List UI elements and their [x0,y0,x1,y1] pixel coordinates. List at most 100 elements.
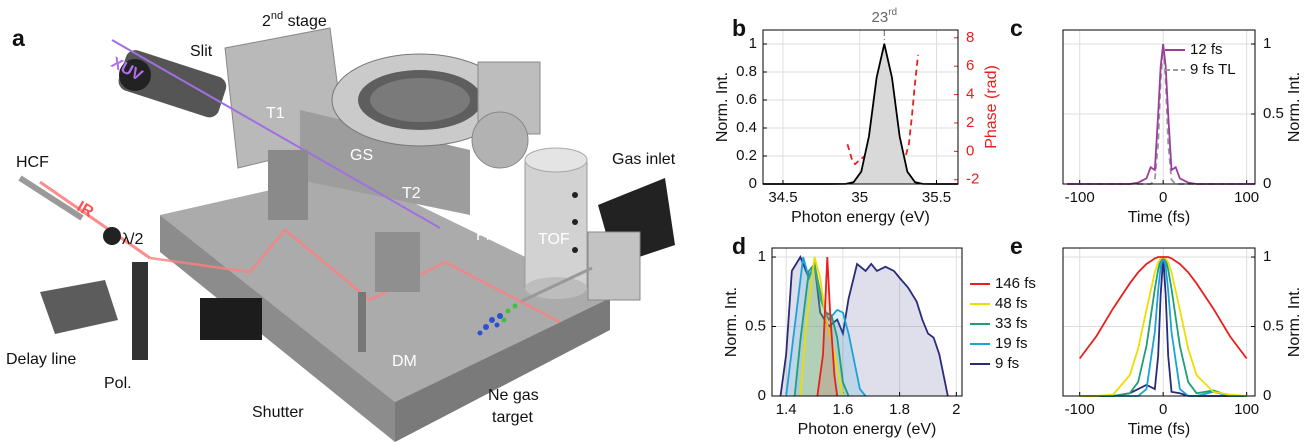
apparatus-labels: a 2nd stage Slit XUV T1 GS HCF IR λ/2 T2… [6,10,676,426]
shape [477,330,483,336]
y-tick-label: 1 [1263,35,1271,52]
shape [483,324,489,330]
stage-title: 2nd stage [262,10,327,30]
label: target [492,409,533,426]
x-axis-label: Photon energy (eV) [798,421,937,438]
shape [505,308,511,314]
plot-frame [762,29,959,185]
shape [519,266,593,304]
x-tick-label: 100 [1234,401,1259,418]
shape [358,292,366,352]
legend-label: 146 fs [995,275,1036,292]
y-tick-label: 0.5 [1263,105,1284,122]
shape [200,298,262,340]
y-tick-label: 0.5 [745,317,766,334]
label: Slit [190,43,213,60]
apparatus-photo [18,27,675,442]
label: HCF [16,154,49,171]
label: DM [392,353,417,370]
shape [587,231,641,301]
panel-letter: c [1010,15,1023,41]
annotation-part: 23 [872,9,889,26]
legend-label: 9 fs [995,355,1019,372]
y-axis-label: Norm. Int. [1286,72,1303,142]
y-tick-label: 0 [1263,175,1271,192]
x-tick-label: 1.8 [889,401,910,418]
y-axis-label: Norm. Int. [1286,287,1303,357]
title-sup: nd [271,10,283,22]
y-tick-label: 1 [1263,248,1271,265]
shape [39,180,151,260]
shape [40,280,118,334]
shape [300,110,470,215]
shape [160,215,395,442]
shape [494,322,500,328]
chart: d 1.4 1.6 1.8 2 0 0.5 1 Photon energy (eV) Norm. … [723,233,1036,438]
y2-tick-label: 4 [966,86,974,103]
plot-frame [1062,247,1256,397]
line [785,256,867,397]
x-tick-label: 100 [1234,189,1259,206]
y-tick-label: 1 [758,248,766,265]
panel-letter: b [732,15,746,41]
y2-tick-label: -2 [966,171,979,188]
legend-label: 19 fs [995,335,1028,352]
label: Gas inlet [612,151,676,168]
panel-letter: e [1010,233,1023,259]
shape [572,192,578,198]
shape [572,247,578,253]
shape [268,150,308,220]
y-axis-label: Norm. Int. [723,287,740,357]
line [816,256,839,397]
shape [149,228,561,324]
label: Shutter [252,404,304,421]
x-tick-label: -100 [1065,401,1095,418]
line [1078,256,1248,360]
y-tick-label: 0.4 [736,119,757,136]
shape [132,262,148,360]
y2-tick-label: 6 [966,57,974,74]
shape [497,313,503,319]
label: GS [350,147,373,164]
y-tick-label: 0.8 [736,63,757,80]
y-tick-label: 0.5 [1263,317,1284,334]
y-tick-label: 0.2 [736,147,757,164]
x-tick-label: -100 [1065,189,1095,206]
shape [572,219,578,225]
x-tick-label: 0 [1159,189,1167,206]
shape [489,317,495,323]
annotation-sup: rd [888,7,897,18]
shape [395,298,610,442]
x-axis-label: Time (fs) [1128,209,1191,226]
panel-letter: a [12,25,25,51]
legend-label: 12 fs [1190,41,1223,58]
label: FM [476,227,499,244]
x-tick-label: 34.5 [768,189,797,206]
legend-label: 48 fs [995,295,1028,312]
y-axis-label: Norm. Int. [714,72,731,142]
line [763,43,958,185]
title-part: stage [283,13,327,30]
y-tick-label: 0 [1263,387,1271,404]
y-tick-label: 1 [749,35,757,52]
y2-axis-label: Phase (rad) [983,65,1000,149]
chart: b 34.5 35 35.5 0 0.2 0.4 0.6 0.8 1 -2 0 2 4 6 8 Photon e… [714,7,1000,227]
title-part: 2 [262,13,271,30]
shape [370,78,470,122]
y2-tick-label: 0 [966,142,974,159]
shape [119,59,151,91]
y-tick-label: 0 [758,387,766,404]
shape [512,303,518,309]
x-tick-label: 1.6 [832,401,853,418]
shape [103,227,121,245]
label: Delay line [6,351,76,368]
shape [501,317,507,323]
y-tick-label: 0.6 [736,91,757,108]
shape [111,39,441,229]
plot-frame [771,247,963,397]
